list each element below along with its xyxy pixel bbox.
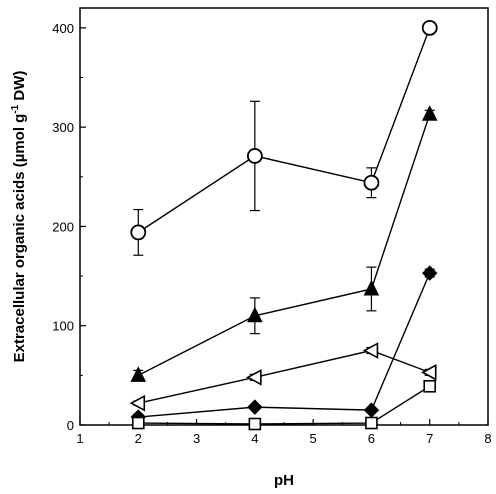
filled-diamond-marker <box>363 402 380 418</box>
data-series <box>129 342 437 412</box>
filled-triangle-marker <box>421 105 438 121</box>
open-triangle-left-marker <box>246 369 262 386</box>
y-tick-label: 400 <box>52 21 74 36</box>
x-tick-label: 7 <box>426 431 433 446</box>
y-axis-title-exponent: -1 <box>10 104 21 113</box>
open-square-marker <box>131 416 145 430</box>
y-axis-title-main: Extracellular organic acids (µmol g <box>11 114 28 363</box>
x-tick-label: 3 <box>193 431 200 446</box>
x-tick-label: 4 <box>251 431 258 446</box>
x-tick-label: 8 <box>484 431 491 446</box>
plot-frame <box>79 7 489 426</box>
data-series <box>130 105 438 382</box>
open-circle-marker <box>130 224 147 241</box>
filled-triangle-marker <box>130 366 147 382</box>
y-tick-label: 200 <box>52 219 74 234</box>
y-tick-label: 300 <box>52 120 74 135</box>
open-square-marker <box>423 379 437 393</box>
open-triangle-left-marker <box>362 342 379 359</box>
plot-border <box>79 7 489 426</box>
x-tick-label: 5 <box>310 431 317 446</box>
y-axis-title-unit: DW) <box>11 71 28 105</box>
x-tick-label: 1 <box>76 431 83 446</box>
data-series <box>131 379 437 431</box>
data-series <box>130 265 438 425</box>
data-series <box>130 19 438 256</box>
x-tick-label: 6 <box>368 431 375 446</box>
filled-diamond-marker <box>247 399 263 415</box>
filled-triangle-marker <box>363 279 380 296</box>
series-layer <box>129 19 438 431</box>
series-line <box>137 27 431 233</box>
filled-diamond-marker <box>422 265 438 281</box>
open-circle-marker <box>421 19 438 36</box>
open-triangle-left-marker <box>129 394 146 412</box>
open-circle-marker <box>246 148 263 164</box>
open-square-marker <box>365 416 378 430</box>
y-axis-title: Extracellular organic acids (µmol g-1 DW… <box>10 71 28 363</box>
series-line <box>137 114 431 376</box>
x-axis-title: pH <box>274 472 294 489</box>
y-tick-label: 0 <box>67 418 74 433</box>
filled-triangle-marker <box>247 306 263 323</box>
x-tick-label: 2 <box>135 431 142 446</box>
open-triangle-left-marker <box>421 364 437 381</box>
open-square-marker <box>248 417 262 431</box>
series-line <box>138 349 430 404</box>
y-tick-label: 100 <box>52 319 74 334</box>
series-line <box>138 385 431 425</box>
open-circle-marker <box>363 174 380 191</box>
series-line <box>138 272 431 418</box>
